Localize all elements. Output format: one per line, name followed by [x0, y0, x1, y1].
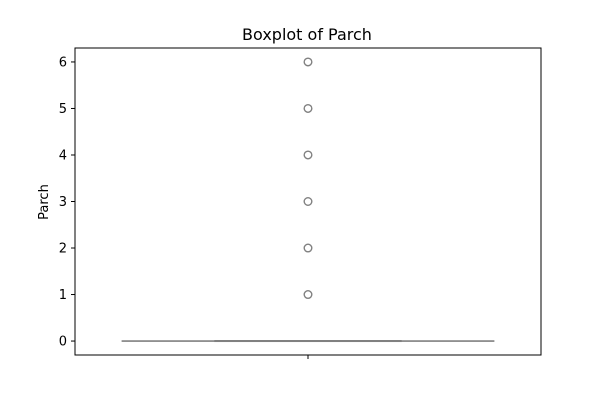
outlier-point	[303, 243, 313, 253]
y-tick-label: 6	[59, 55, 67, 70]
y-tick-label: 4	[59, 148, 67, 163]
outliers	[303, 57, 313, 300]
y-tick-label: 1	[59, 288, 67, 303]
outlier-point	[303, 150, 313, 160]
y-tick-label: 5	[59, 102, 67, 117]
outlier-point	[303, 290, 313, 300]
y-tick-label: 2	[59, 242, 67, 257]
y-tick-label: 3	[59, 195, 67, 210]
outlier-point	[303, 103, 313, 113]
outlier-point	[303, 57, 313, 67]
plot-frame	[74, 47, 542, 356]
y-axis-label: Parch	[37, 184, 52, 220]
outlier-point	[303, 196, 313, 206]
y-tick-label: 0	[59, 335, 67, 350]
chart-title: Boxplot of Parch	[242, 25, 372, 44]
boxplot	[121, 340, 495, 343]
y-axis: 0 1 2 3 4 5 6	[59, 55, 75, 350]
